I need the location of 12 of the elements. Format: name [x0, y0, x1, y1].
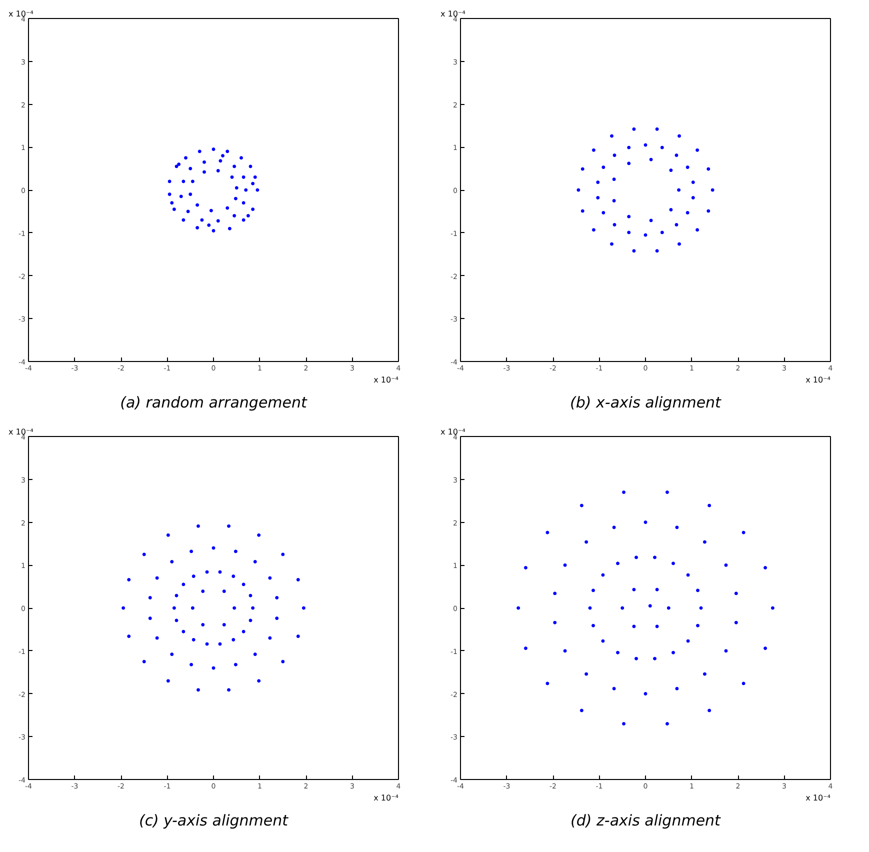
text: x 10⁻⁴ [374, 376, 399, 384]
text: x 10⁻⁴ [8, 428, 34, 436]
text: x 10⁻⁴ [8, 10, 34, 18]
text: (b) x-axis alignment [570, 394, 722, 412]
text: (c) y-axis alignment [138, 812, 290, 830]
text: x 10⁻⁴ [806, 376, 831, 384]
text: (d) z-axis alignment [570, 812, 722, 830]
text: x 10⁻⁴ [374, 794, 399, 802]
text: x 10⁻⁴ [806, 794, 831, 802]
text: x 10⁻⁴ [440, 10, 466, 18]
text: (a) random arrangement [120, 394, 308, 412]
text: x 10⁻⁴ [440, 428, 466, 436]
